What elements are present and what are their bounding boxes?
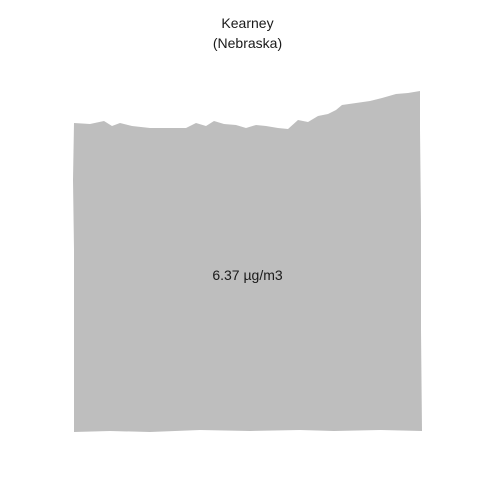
value-label: 6.37 µg/m3: [212, 267, 283, 283]
map-title: Kearney: [221, 15, 274, 31]
map-title-block: Kearney (Nebraska): [0, 13, 495, 53]
map-subtitle: (Nebraska): [212, 35, 283, 51]
county-shape: [73, 91, 422, 432]
